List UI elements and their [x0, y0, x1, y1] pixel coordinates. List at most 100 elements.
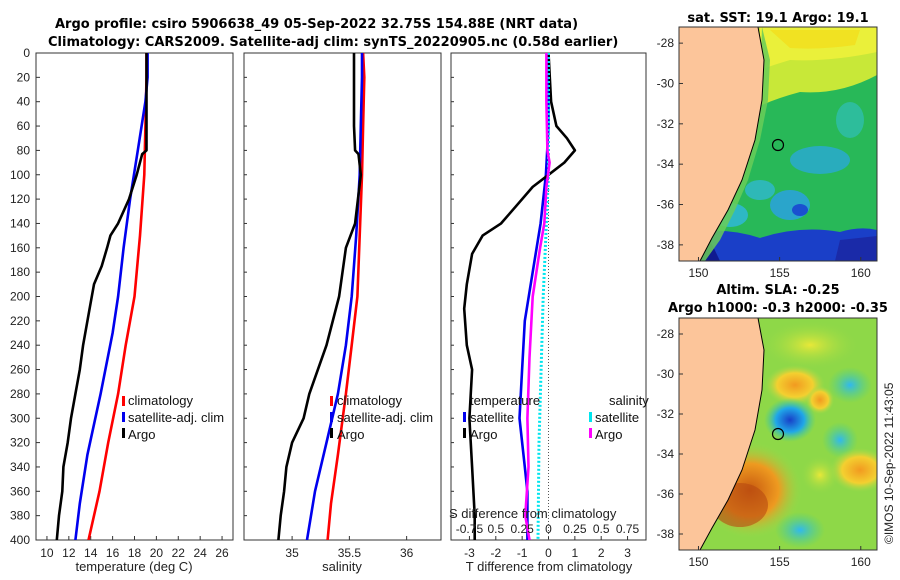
imos-watermark: ©IMOS 10-Sep-2022 11:43:05	[882, 382, 896, 544]
lon-tick-label: 150	[688, 555, 708, 569]
legend-temperature-header: temperature	[470, 393, 540, 408]
figure-title-line1: Argo profile: csiro 5906638_49 05-Sep-20…	[55, 17, 578, 32]
legend-argo: Argo	[337, 427, 364, 442]
lat-tick-label: -38	[657, 527, 675, 541]
x-tick-label: 36	[400, 546, 414, 560]
sla-map-subtitle: Argo h1000: -0.3 h2000: -0.35	[668, 301, 888, 316]
legend-swatch-argo	[122, 428, 125, 438]
y-tick-label: 100	[10, 168, 30, 182]
y-tick-label: 240	[10, 338, 30, 352]
series-temperature-satellite	[518, 53, 550, 540]
lon-tick-label: 155	[770, 555, 790, 569]
x-tick-label: 24	[193, 546, 207, 560]
s-tick-label: 0.25	[510, 522, 534, 536]
legend-swatch-s-satellite	[589, 412, 592, 422]
y-tick-label: 400	[10, 533, 30, 547]
y-tick-label: 120	[10, 192, 30, 206]
y-tick-label: 340	[10, 460, 30, 474]
series-satellite-adj-clim	[305, 53, 364, 540]
series-argo	[55, 53, 148, 540]
x-tick-label: 18	[128, 546, 142, 560]
x-tick-label: 35	[285, 546, 299, 560]
x-tick-label: 10	[40, 546, 54, 560]
x-tick-label: -2	[490, 546, 501, 560]
s-tick-label: 0.5	[487, 522, 504, 536]
y-tick-label: 20	[17, 70, 31, 84]
lat-tick-label: -30	[657, 76, 675, 90]
legend-satellite: satellite-adj. clim	[128, 410, 224, 425]
s-tick-label: 0.75	[616, 522, 640, 536]
legend-climatology: climatology	[337, 393, 403, 408]
legend-swatch-s-argo	[589, 428, 592, 438]
legend-swatch-t-argo	[463, 428, 466, 438]
lon-tick-label: 160	[851, 555, 871, 569]
legend-swatch-climatology	[330, 396, 333, 406]
lat-tick-label: -28	[657, 36, 675, 50]
sst-map-title: sat. SST: 19.1 Argo: 19.1	[687, 11, 868, 26]
legend-t-satellite: satellite	[470, 410, 514, 425]
y-tick-label: 380	[10, 509, 30, 523]
x-tick-label: 26	[215, 546, 229, 560]
temperature-xlabel: temperature (deg C)	[75, 559, 192, 574]
x-tick-label: 0	[545, 546, 552, 560]
legend-s-satellite: satellite	[595, 410, 639, 425]
y-tick-label: 220	[10, 314, 30, 328]
y-tick-label: 180	[10, 265, 30, 279]
sst-map	[679, 27, 877, 261]
y-tick-label: 300	[10, 411, 30, 425]
s-tick-label: -0.75	[456, 522, 484, 536]
y-tick-label: 60	[17, 119, 31, 133]
x-tick-label: 14	[84, 546, 98, 560]
legend-swatch-satellite	[330, 412, 333, 422]
x-tick-label: 12	[62, 546, 76, 560]
argo-location-marker	[771, 138, 785, 152]
s-tick-label: 0.5	[593, 522, 610, 536]
legend-swatch-t-satellite	[463, 412, 466, 422]
legend-satellite: satellite-adj. clim	[337, 410, 433, 425]
y-tick-label: 260	[10, 363, 30, 377]
y-tick-label: 360	[10, 484, 30, 498]
s-tick-label: 0	[545, 522, 552, 536]
lat-tick-label: -34	[657, 447, 675, 461]
salinity-xlabel: salinity	[322, 559, 362, 574]
sla-map-title: Altim. SLA: -0.25	[716, 283, 839, 298]
lon-tick-label: 155	[770, 266, 790, 280]
y-tick-label: 80	[17, 143, 31, 157]
y-tick-label: 320	[10, 436, 30, 450]
x-tick-label: 22	[172, 546, 186, 560]
series-temperature-argo	[462, 53, 577, 540]
y-tick-label: 140	[10, 216, 30, 230]
legend-argo: Argo	[128, 427, 155, 442]
x-tick-label: 20	[150, 546, 164, 560]
legend-climatology: climatology	[128, 393, 194, 408]
legend-salinity-header: salinity	[609, 393, 649, 408]
series-salinity-argo	[523, 53, 551, 540]
salinity-axes	[243, 52, 442, 541]
lon-tick-label: 150	[688, 266, 708, 280]
legend-swatch-satellite	[122, 412, 125, 422]
difference-xlabel: T difference from climatology	[466, 559, 633, 574]
lat-tick-label: -32	[657, 117, 675, 131]
x-tick-label: 2	[598, 546, 605, 560]
lat-tick-label: -38	[657, 238, 675, 252]
legend-t-argo: Argo	[470, 427, 497, 442]
series-climatology	[326, 53, 366, 540]
difference-legend: temperature salinity satellite Argo sate…	[463, 393, 649, 442]
lat-tick-label: -28	[657, 327, 675, 341]
lat-tick-label: -30	[657, 367, 675, 381]
argo-location-marker	[771, 427, 785, 441]
x-tick-label: 3	[624, 546, 631, 560]
temperature-legend: climatology satellite-adj. clim Argo	[122, 393, 224, 442]
lat-tick-label: -36	[657, 198, 675, 212]
x-tick-label: 35.5	[338, 546, 362, 560]
salinity-legend: climatology satellite-adj. clim Argo	[330, 393, 433, 442]
figure-title-line2: Climatology: CARS2009. Satellite-adj cli…	[48, 35, 618, 50]
legend-swatch-climatology	[122, 396, 125, 406]
legend-s-argo: Argo	[595, 427, 622, 442]
sla-map-frame	[678, 317, 878, 551]
lat-tick-label: -36	[657, 487, 675, 501]
x-tick-label: 1	[572, 546, 579, 560]
x-tick-label: 16	[106, 546, 120, 560]
y-tick-label: 0	[23, 46, 30, 60]
